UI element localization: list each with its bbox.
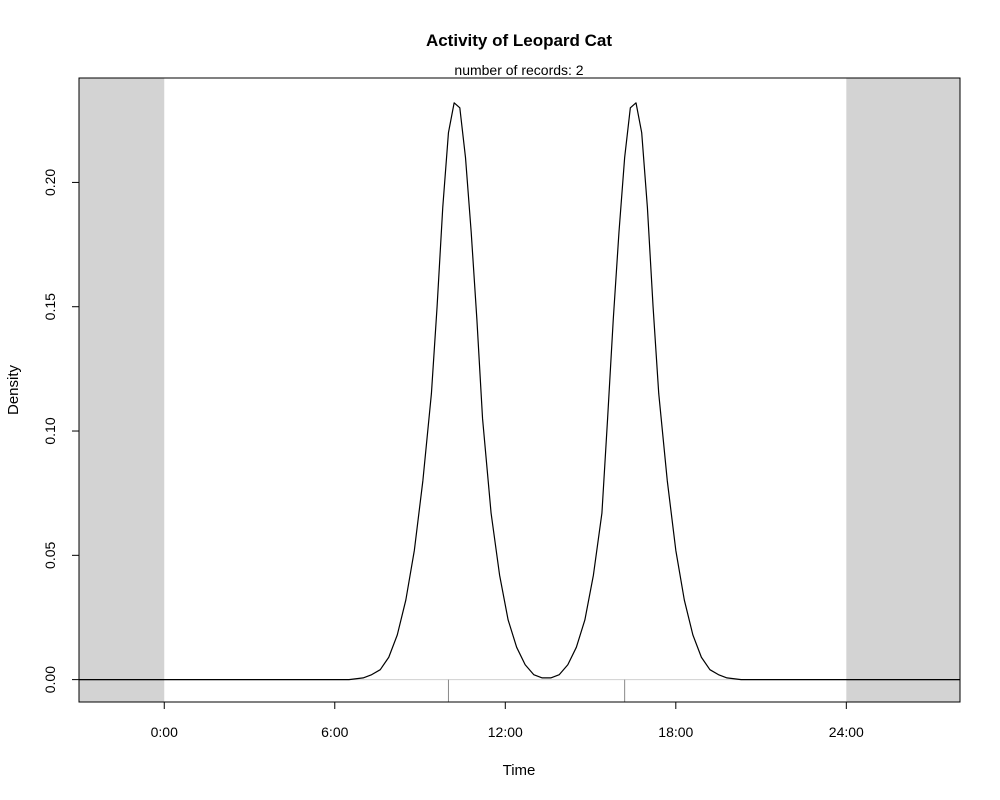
density-curve-layer bbox=[79, 102, 960, 681]
y-axis: 0.00 0.05 0.10 0.15 0.20 bbox=[42, 169, 80, 693]
plot-frame bbox=[78, 77, 961, 703]
x-tick-label: 6:00 bbox=[321, 724, 348, 740]
x-tick-label: 0:00 bbox=[151, 724, 178, 740]
y-tick-label: 0.05 bbox=[42, 541, 58, 568]
y-tick-label: 0.20 bbox=[42, 169, 58, 196]
night-shade-band-0 bbox=[79, 78, 165, 702]
x-tick-label: 24:00 bbox=[829, 724, 864, 740]
night-shade-band-1 bbox=[846, 78, 960, 702]
night-shading bbox=[79, 78, 960, 702]
x-tick-label: 12:00 bbox=[488, 724, 523, 740]
y-tick-label: 0.10 bbox=[42, 417, 58, 444]
density-curve bbox=[79, 102, 960, 681]
x-axis: 0:00 6:00 12:00 18:00 24:00 bbox=[151, 701, 864, 740]
record-rug bbox=[447, 679, 626, 702]
y-axis-title: Density bbox=[5, 364, 22, 415]
y-tick-label: 0.15 bbox=[42, 293, 58, 320]
x-axis-title: Time bbox=[503, 762, 536, 779]
chart-title: Activity of Leopard Cat bbox=[426, 31, 612, 50]
chart-subtitle: number of records: 2 bbox=[454, 62, 583, 78]
x-tick-label: 18:00 bbox=[658, 724, 693, 740]
y-tick-label: 0.00 bbox=[42, 666, 58, 693]
